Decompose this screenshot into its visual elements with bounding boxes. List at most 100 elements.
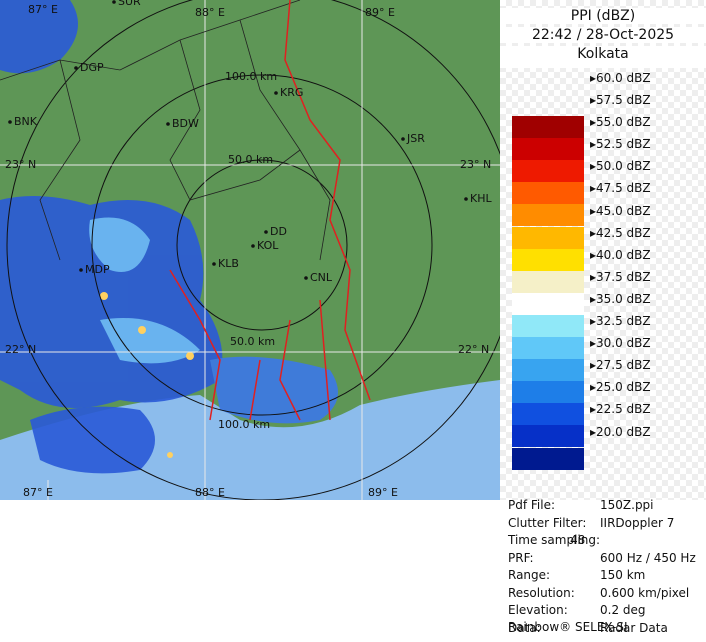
legend-band <box>512 292 584 315</box>
place-dot <box>8 120 12 124</box>
legend-label: ▸47.5 dBZ <box>590 181 651 196</box>
place-dot <box>74 66 78 70</box>
radar-map: 88° E 89° E 87° E 88° E 89° E 23° N 23° … <box>0 0 500 500</box>
legend-band <box>512 270 584 293</box>
footer: Rainbow® SELEX-SI <box>508 620 628 634</box>
info-label: Data: <box>508 620 541 635</box>
place-label: MDP <box>85 263 110 276</box>
legend-label: ▸57.5 dBZ <box>590 93 651 107</box>
grid-label: 22° N <box>5 343 36 356</box>
info-value: 150Z.ppi <box>600 498 654 512</box>
ring-label: 100.0 km <box>218 418 270 431</box>
place-dot <box>274 91 278 95</box>
legend-title: PPI (dBZ) <box>500 8 706 24</box>
labels: 88° E 89° E 87° E 88° E 89° E 23° N 23° … <box>5 3 491 499</box>
info-label: Resolution: <box>508 585 575 600</box>
legend-band <box>512 314 584 337</box>
place-label: CNL <box>310 271 333 284</box>
ring-label: 100.0 km <box>225 70 277 83</box>
legend-label: ▸20.0 dBZ <box>590 424 651 439</box>
place-dot <box>251 244 255 248</box>
legend-label: ▸55.0 dBZ <box>590 115 651 130</box>
grid-label: 23° N <box>5 158 36 171</box>
place-dot <box>112 0 116 4</box>
legend-label: ▸35.0 dBZ <box>590 291 651 306</box>
grid-label: 87° E <box>28 3 58 16</box>
grid-label: 88° E <box>195 486 225 499</box>
info-value: Radar Data <box>600 620 668 635</box>
ring-label: 50.0 km <box>228 153 273 166</box>
range-rings <box>6 0 500 500</box>
legend-band <box>512 359 584 382</box>
place-label: KRG <box>280 86 303 99</box>
place-label: JSR <box>406 132 425 145</box>
legend-band <box>512 425 584 448</box>
state-borders <box>169 0 371 421</box>
info-label: Time sampling: <box>508 533 601 547</box>
place-dot <box>464 197 468 201</box>
legend-label: ▸50.0 dBZ <box>590 159 651 174</box>
legend-label: ▸25.0 dBZ <box>590 380 651 395</box>
info-label: Elevation: <box>508 603 568 617</box>
place-label: DGP <box>80 61 104 74</box>
legend-label: ▸40.0 dBZ <box>590 247 651 262</box>
legend-band <box>512 138 584 161</box>
info-label: PRF: <box>508 550 534 565</box>
legend-band <box>512 403 584 426</box>
place-dot <box>79 268 83 272</box>
place-label: KHL <box>470 192 492 205</box>
legend-label: ▸22.5 dBZ <box>590 402 651 417</box>
echoes-strong <box>100 292 194 458</box>
place-label: BDW <box>172 117 199 130</box>
grid-label: 89° E <box>368 486 398 499</box>
grid-label: 22° N <box>458 343 489 356</box>
info-value: IIRDoppler 7 <box>600 515 675 530</box>
grid-label: 89° E <box>365 6 395 19</box>
legend-band <box>512 447 584 470</box>
grid-label: 23° N <box>460 158 491 171</box>
legend-label: ▸27.5 dBZ <box>590 358 651 373</box>
legend-time: 22:42 / 28-Oct-2025 <box>500 27 706 43</box>
info-label: Range: <box>508 568 551 582</box>
info-value: 600 Hz / 450 Hz <box>600 550 696 565</box>
legend-label: ▸37.5 dBZ <box>590 269 651 284</box>
legend-band <box>512 116 584 138</box>
place-label: BNK <box>14 115 38 128</box>
legend-label: ▸42.5 dBZ <box>590 225 651 240</box>
graticule <box>0 0 500 500</box>
legend-label: ▸52.5 dBZ <box>590 137 651 152</box>
legend-label: ▸32.5 dBZ <box>590 314 651 328</box>
ring-label: 50.0 km <box>230 335 275 348</box>
place-label: DD <box>270 225 287 238</box>
legend-panel: PPI (dBZ) 22:42 / 28-Oct-2025 Kolkata ▸6… <box>500 0 706 500</box>
legend-label: ▸30.0 dBZ <box>590 336 651 351</box>
info-value: 0.2 deg <box>600 603 646 617</box>
info-value: 150 km <box>600 568 646 582</box>
legend-band <box>512 160 584 183</box>
place-dot <box>304 276 308 280</box>
legend-band <box>512 337 584 359</box>
place-dot <box>401 137 405 141</box>
legend-band <box>512 226 584 249</box>
legend-band <box>512 182 584 205</box>
info-value: 0.600 km/pixel <box>600 585 690 600</box>
place-label: SUR <box>118 0 141 8</box>
info-value: 48 <box>570 533 586 547</box>
legend-band <box>512 381 584 404</box>
legend-label: ▸45.0 dBZ <box>590 203 651 218</box>
legend-band <box>512 248 584 271</box>
grid-label: 88° E <box>195 6 225 19</box>
legend-band <box>512 204 584 227</box>
district-borders <box>0 0 331 261</box>
place-dot <box>212 262 216 266</box>
place-label: KOL <box>257 239 279 252</box>
place-dot <box>166 122 170 126</box>
legend-label: ▸60.0 dBZ <box>590 70 651 85</box>
place-dot <box>264 230 268 234</box>
legend-station: Kolkata <box>500 46 706 68</box>
grid-label: 87° E <box>23 486 53 499</box>
info-label: Pdf File: <box>508 498 556 512</box>
info-label: Clutter Filter: <box>508 515 587 530</box>
